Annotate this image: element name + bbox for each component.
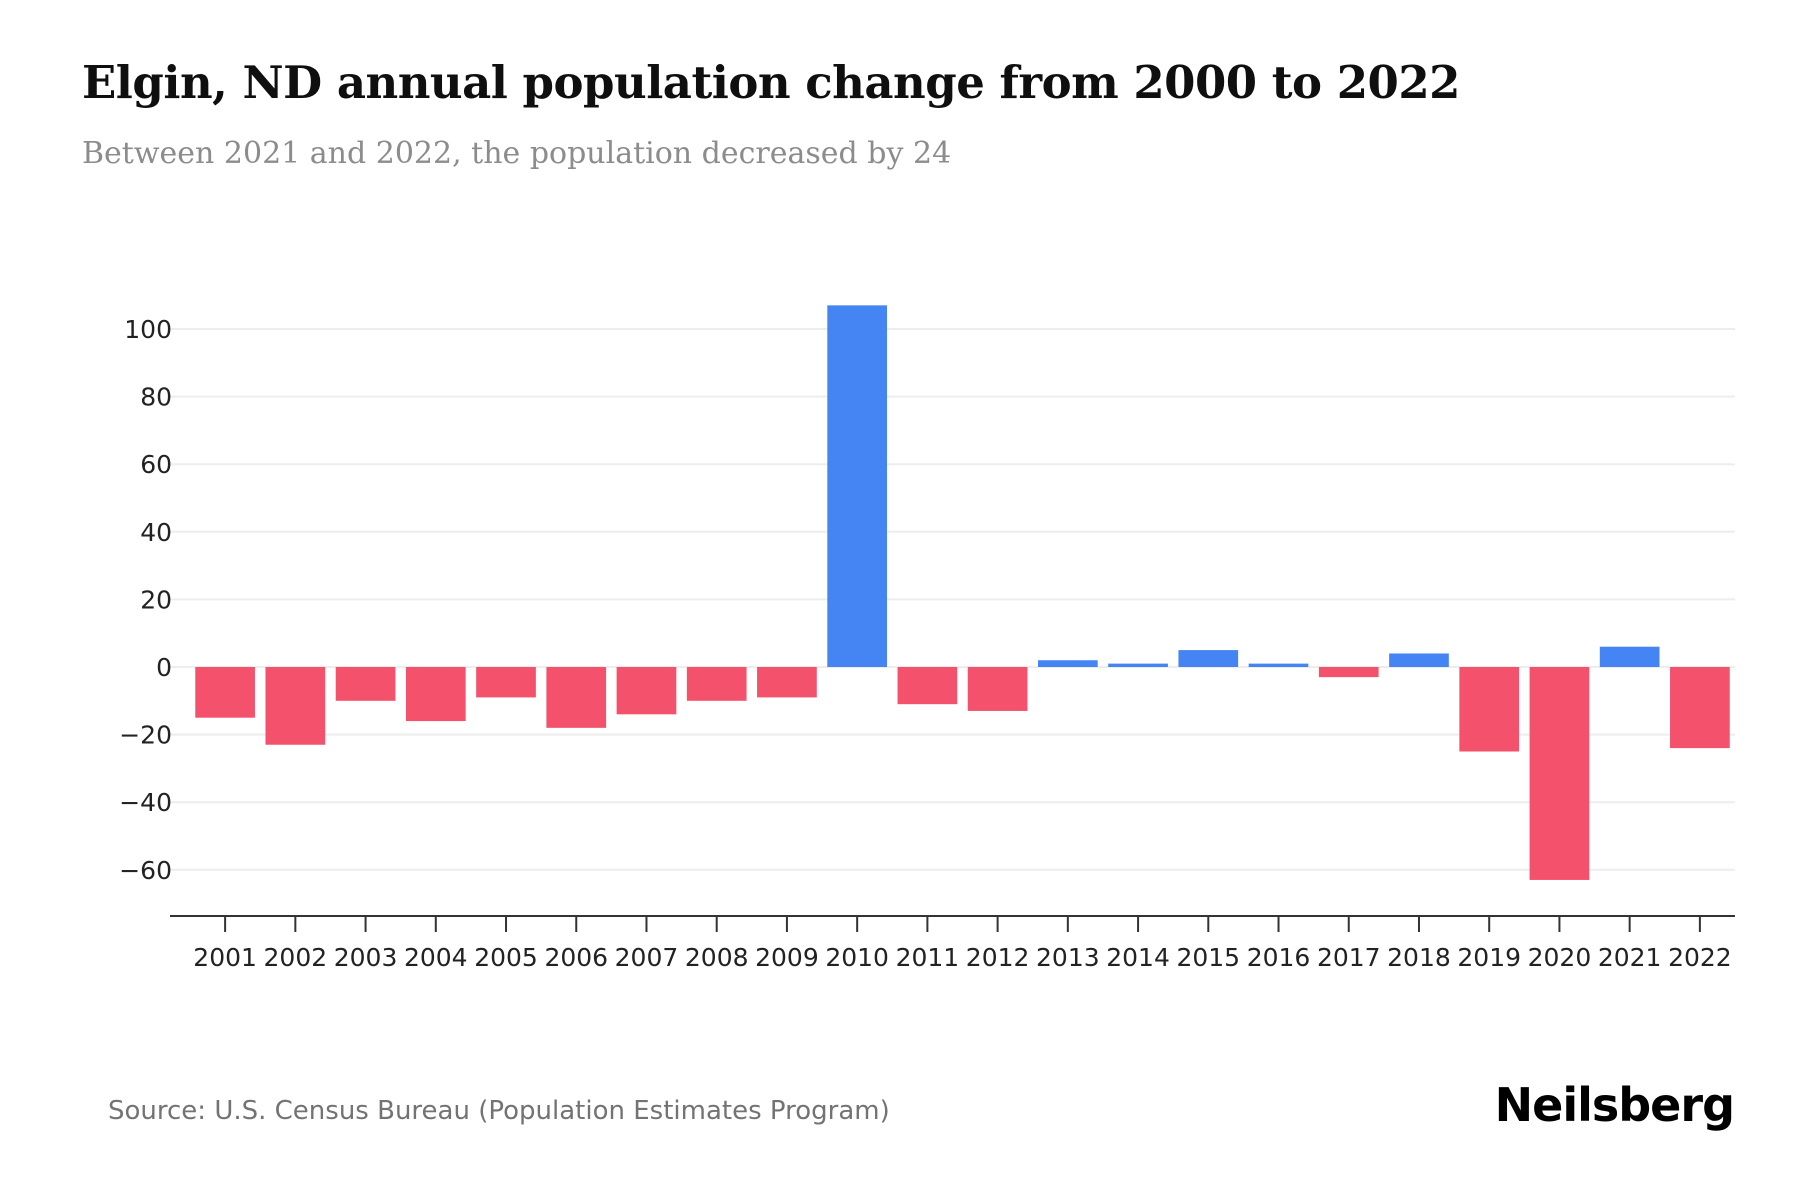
bar-2001[interactable] bbox=[195, 667, 255, 718]
x-axis-label-2014: 2014 bbox=[1106, 943, 1170, 972]
bar-2013[interactable] bbox=[1037, 660, 1098, 667]
x-axis-label-2001: 2001 bbox=[193, 943, 257, 972]
x-axis-label-2012: 2012 bbox=[966, 943, 1030, 972]
y-axis-tick-label: 40 bbox=[140, 518, 172, 547]
y-axis-tick-label: −60 bbox=[119, 856, 172, 885]
x-axis-label-2016: 2016 bbox=[1247, 943, 1311, 972]
x-axis-label-2015: 2015 bbox=[1176, 943, 1240, 972]
bar-2002[interactable] bbox=[265, 667, 326, 745]
neilsberg-logo: Neilsberg bbox=[1494, 1078, 1735, 1132]
bar-2009[interactable] bbox=[757, 667, 817, 698]
x-axis-label-2022: 2022 bbox=[1668, 943, 1732, 972]
bar-2017[interactable] bbox=[1318, 667, 1379, 678]
y-axis-tick-label: 20 bbox=[140, 585, 172, 614]
bar-2008[interactable] bbox=[686, 667, 747, 701]
x-axis-label-2006: 2006 bbox=[544, 943, 608, 972]
x-axis-label-2018: 2018 bbox=[1387, 943, 1451, 972]
bar-2021[interactable] bbox=[1599, 646, 1660, 667]
bar-2019[interactable] bbox=[1459, 667, 1520, 752]
x-axis-label-2004: 2004 bbox=[404, 943, 468, 972]
bar-2005[interactable] bbox=[476, 667, 536, 698]
x-axis-label-2002: 2002 bbox=[264, 943, 328, 972]
bar-2010[interactable] bbox=[827, 305, 888, 667]
x-axis-label-2013: 2013 bbox=[1036, 943, 1100, 972]
y-axis-tick-label: −40 bbox=[119, 788, 172, 817]
bar-2012[interactable] bbox=[967, 667, 1028, 711]
x-axis-label-2008: 2008 bbox=[685, 943, 749, 972]
x-axis-label-2007: 2007 bbox=[615, 943, 679, 972]
y-axis-tick-label: 0 bbox=[156, 653, 172, 682]
bar-2007[interactable] bbox=[616, 667, 677, 715]
bar-2016[interactable] bbox=[1248, 663, 1309, 667]
y-axis-tick-label: 100 bbox=[124, 315, 172, 344]
x-axis-label-2009: 2009 bbox=[755, 943, 819, 972]
source-text: Source: U.S. Census Bureau (Population E… bbox=[108, 1096, 890, 1126]
x-axis-label-2021: 2021 bbox=[1598, 943, 1662, 972]
bar-2015[interactable] bbox=[1178, 650, 1239, 667]
bar-2003[interactable] bbox=[335, 667, 396, 701]
x-axis-label-2017: 2017 bbox=[1317, 943, 1381, 972]
bar-2018[interactable] bbox=[1389, 653, 1449, 667]
x-axis-label-2005: 2005 bbox=[474, 943, 538, 972]
bar-2011[interactable] bbox=[897, 667, 958, 705]
bar-2020[interactable] bbox=[1529, 667, 1590, 880]
x-axis-label-2003: 2003 bbox=[334, 943, 398, 972]
y-axis-tick-label: 80 bbox=[140, 383, 172, 412]
x-axis-label-2011: 2011 bbox=[896, 943, 960, 972]
bar-2022[interactable] bbox=[1670, 667, 1730, 749]
chart-subtitle: Between 2021 and 2022, the population de… bbox=[82, 136, 952, 171]
x-axis-label-2010: 2010 bbox=[825, 943, 889, 972]
x-axis-label-2019: 2019 bbox=[1457, 943, 1521, 972]
chart-title: Elgin, ND annual population change from … bbox=[82, 56, 1461, 109]
y-axis-tick-label: −20 bbox=[119, 721, 172, 750]
bar-2014[interactable] bbox=[1108, 663, 1168, 667]
x-axis-label-2020: 2020 bbox=[1528, 943, 1592, 972]
y-axis-tick-label: 60 bbox=[140, 450, 172, 479]
bar-2006[interactable] bbox=[546, 667, 607, 728]
bar-2004[interactable] bbox=[405, 667, 466, 722]
